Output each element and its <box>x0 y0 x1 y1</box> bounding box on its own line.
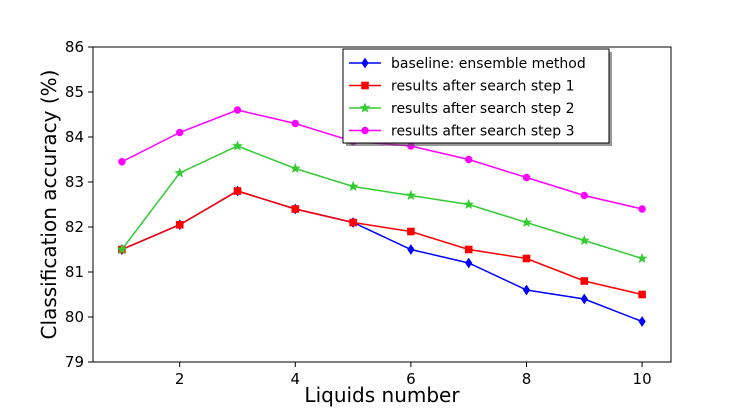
y-tick-label: 85 <box>65 83 84 101</box>
x-tick-label: 10 <box>633 370 652 388</box>
y-tick-label: 81 <box>65 263 84 281</box>
legend-entry: results after search step 1 <box>349 79 575 95</box>
data-point <box>232 140 243 151</box>
data-point <box>465 155 473 164</box>
data-point <box>116 243 128 255</box>
data-point <box>636 252 648 264</box>
data-point <box>521 216 532 228</box>
legend-marker <box>361 81 369 90</box>
series-line <box>121 190 643 296</box>
plot-frame <box>92 46 672 363</box>
y-tick-label: 84 <box>65 128 84 146</box>
y-tick-label: 86 <box>65 38 84 56</box>
legend: baseline: ensemble method results after s… <box>342 48 612 146</box>
legend-marker <box>361 57 369 69</box>
axis-ticks: 2 4 6 8 10 79 80 81 82 83 84 85 86 <box>65 38 652 388</box>
legend-label: results after search step 3 <box>391 124 575 140</box>
data-point <box>174 167 186 178</box>
data-point <box>233 187 242 195</box>
series-2 <box>118 187 646 299</box>
data-point <box>347 180 359 192</box>
data-point <box>638 205 646 213</box>
data-point <box>522 173 531 182</box>
data-point <box>289 162 301 174</box>
legend-entry: baseline: ensemble method <box>349 56 586 72</box>
legend-label: results after search step 1 <box>391 79 575 95</box>
data-point <box>175 220 184 229</box>
data-point <box>233 106 242 114</box>
data-point <box>463 198 475 210</box>
legend-marker <box>359 102 371 113</box>
data-point <box>291 119 299 128</box>
x-tick-label: 4 <box>291 370 301 388</box>
data-point <box>580 277 589 285</box>
data-point <box>407 227 415 236</box>
legend-marker <box>361 126 369 135</box>
series-3 <box>116 140 648 264</box>
data-point <box>638 316 646 327</box>
legend-label: results after search step 2 <box>391 101 575 117</box>
legend-entry: results after search step 2 <box>349 101 575 117</box>
data-point <box>407 244 415 255</box>
data-point <box>522 254 531 263</box>
x-tick-label: 2 <box>175 370 185 388</box>
data-point <box>522 284 531 296</box>
data-point <box>405 189 417 201</box>
y-tick-label: 82 <box>65 218 84 236</box>
data-point <box>176 128 184 137</box>
data-point <box>118 158 126 166</box>
data-point <box>578 234 590 246</box>
legend-entry: results after search step 3 <box>349 124 575 140</box>
data-point <box>465 257 473 269</box>
y-tick-label: 80 <box>65 308 84 326</box>
data-point <box>580 293 588 305</box>
y-tick-label: 79 <box>65 353 84 371</box>
legend-box <box>342 48 610 144</box>
data-point <box>349 218 357 227</box>
data-point <box>464 245 473 254</box>
data-point <box>638 290 646 299</box>
series-line <box>121 145 643 260</box>
data-point <box>580 191 588 200</box>
x-tick-label: 6 <box>406 370 416 388</box>
series-1 <box>118 185 646 327</box>
data-point <box>291 205 300 213</box>
series-line <box>121 190 643 323</box>
y-axis-label: Classification accuracy (%) <box>37 70 61 340</box>
x-axis-label: Liquids number <box>304 383 460 407</box>
legend-label: baseline: ensemble method <box>391 56 586 72</box>
x-tick-label: 8 <box>522 370 532 388</box>
y-tick-label: 83 <box>65 173 84 191</box>
